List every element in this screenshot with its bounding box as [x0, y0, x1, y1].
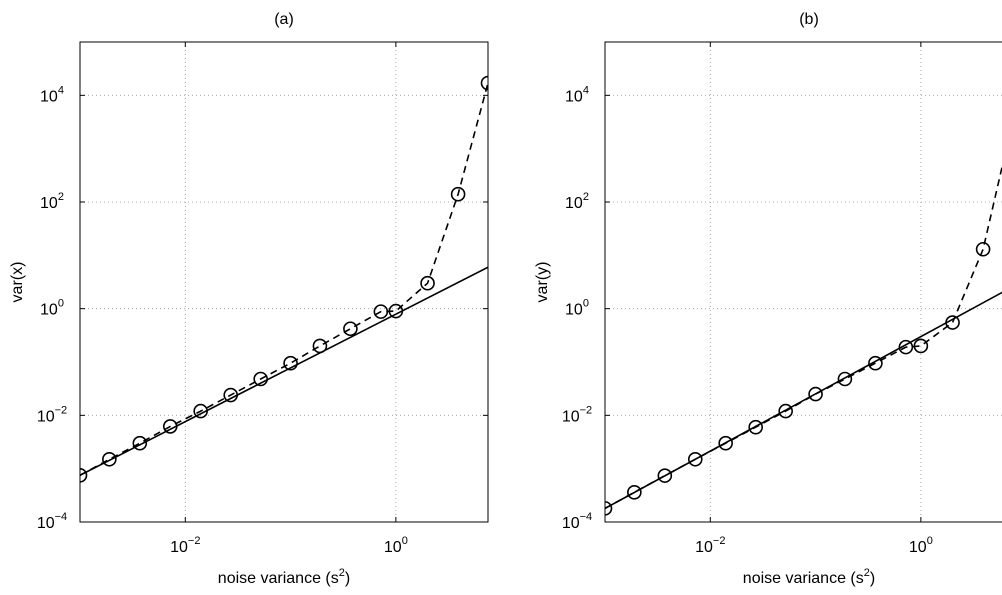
- data-point-marker: [898, 339, 914, 355]
- data-point-marker: [657, 468, 673, 483]
- y-tick-label: 10−2: [562, 404, 592, 425]
- x-tick-label: 10−2: [695, 535, 725, 556]
- y-tick-label-base: 10: [40, 302, 58, 319]
- x-tick-label-exp: 0: [927, 535, 933, 547]
- y-tick-label-exp: −4: [55, 511, 68, 523]
- data-point-marker: [102, 451, 117, 467]
- dashed-series-line: [605, 163, 1002, 510]
- x-tick-label-base: 10: [695, 539, 713, 556]
- y-tick-label: 100: [565, 298, 589, 319]
- y-tick-label-exp: 4: [58, 84, 64, 96]
- y-tick-label-base: 10: [40, 88, 58, 105]
- y-tick-label: 104: [40, 84, 64, 105]
- series-group: [605, 163, 1002, 516]
- x-axis-label-sup: 2: [864, 567, 870, 579]
- y-tick-label: 102: [40, 191, 64, 212]
- x-tick-label-base: 10: [909, 539, 927, 556]
- solid-fit-line: [80, 266, 488, 477]
- data-point-marker: [480, 75, 488, 91]
- data-point-marker: [193, 403, 208, 419]
- tick-marks: [80, 42, 488, 523]
- data-point-marker: [975, 241, 991, 257]
- axes-box: [604, 41, 1002, 523]
- chart-title: (a): [274, 11, 294, 28]
- x-tick-label-base: 10: [384, 539, 402, 556]
- x-tick-label-exp: 0: [402, 535, 408, 547]
- y-tick-label: 10−2: [37, 404, 67, 425]
- y-tick-label: 10−4: [562, 511, 592, 532]
- x-axis-label-sup: 2: [339, 567, 345, 579]
- data-point-marker: [748, 419, 764, 435]
- y-tick-label-exp: 0: [583, 298, 589, 310]
- data-point-marker: [388, 303, 404, 319]
- data-point-marker: [132, 435, 148, 451]
- y-tick-label-base: 10: [37, 408, 55, 425]
- data-point-marker: [718, 435, 733, 451]
- x-tick-label: 100: [909, 535, 933, 556]
- x-tick-label-exp: −2: [713, 535, 726, 547]
- x-tick-label-base: 10: [170, 539, 188, 556]
- y-tick-label-base: 10: [565, 195, 583, 212]
- data-point-marker: [283, 355, 298, 371]
- y-axis-label: var(y): [534, 262, 551, 303]
- y-tick-label-base: 10: [562, 408, 580, 425]
- data-point-marker: [343, 321, 358, 337]
- x-axis-label-tail: ): [345, 570, 350, 587]
- y-tick-label-base: 10: [37, 515, 55, 532]
- x-axis-label-text: noise variance (s: [743, 570, 864, 587]
- data-point-marker: [945, 315, 960, 330]
- y-tick-label-exp: −2: [55, 404, 68, 416]
- data-point-marker: [420, 275, 435, 291]
- y-tick-label: 100: [40, 298, 64, 319]
- x-axis-label-text: noise variance (s: [218, 570, 339, 587]
- data-point-marker: [837, 371, 853, 387]
- series-group: [80, 75, 488, 483]
- data-point-marker: [868, 355, 883, 371]
- grid: [605, 42, 1002, 523]
- data-point-marker: [913, 338, 929, 354]
- dashed-series-line: [80, 82, 488, 477]
- data-point-marker: [80, 468, 88, 483]
- x-axis-label: noise variance (s2): [218, 567, 350, 587]
- y-tick-label: 104: [565, 84, 589, 105]
- x-tick-label: 10−2: [170, 535, 200, 556]
- x-tick-label: 100: [384, 535, 408, 556]
- data-point-marker: [162, 419, 178, 434]
- x-axis-label-tail: ): [870, 570, 875, 587]
- data-point-marker: [223, 387, 239, 403]
- y-tick-label-exp: −4: [580, 511, 593, 523]
- y-axis-label: var(x): [9, 262, 26, 303]
- data-point-marker: [450, 186, 466, 202]
- y-tick-label-base: 10: [40, 195, 58, 212]
- data-point-marker: [373, 304, 389, 319]
- x-axis-label: noise variance (s2): [743, 567, 875, 587]
- x-tick-label-exp: −2: [188, 535, 201, 547]
- y-tick-label-exp: −2: [580, 404, 593, 416]
- y-tick-label: 102: [565, 191, 589, 212]
- tick-marks: [605, 42, 922, 523]
- y-tick-label: 10−4: [37, 511, 67, 532]
- data-point-marker: [312, 338, 328, 354]
- y-tick-label-exp: 2: [583, 191, 589, 203]
- y-tick-label-exp: 0: [58, 298, 64, 310]
- y-tick-label-base: 10: [562, 515, 580, 532]
- data-point-marker: [253, 371, 268, 387]
- y-tick-label-exp: 4: [583, 84, 589, 96]
- y-tick-label-base: 10: [565, 88, 583, 105]
- data-point-marker: [627, 485, 642, 500]
- data-point-marker: [687, 451, 703, 467]
- data-point-marker: [605, 501, 613, 516]
- data-point-marker: [778, 403, 793, 419]
- axes-box: [79, 41, 489, 523]
- chart-title: (b): [799, 11, 819, 28]
- solid-fit-line: [605, 291, 1002, 510]
- y-tick-label-exp: 2: [58, 191, 64, 203]
- y-tick-label-base: 10: [565, 302, 583, 319]
- data-point-marker: [808, 386, 823, 402]
